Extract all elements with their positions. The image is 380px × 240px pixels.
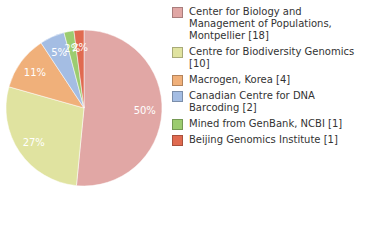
html-text:Canadian Centre for DNA Barcod: Canadian Centre for DNA Barcoding [2] [189, 90, 315, 113]
html-text:Center for Biology and Managem: Center for Biology and Management of Pop… [189, 6, 332, 41]
html-text:Macrogen, Korea [4]: Macrogen, Korea [4] [189, 74, 291, 85]
html-text:Mined from GenBank, NCBI [1]: Mined from GenBank, NCBI [1] [189, 118, 343, 129]
svg-text:2%: 2% [72, 42, 88, 53]
html-text:Centre for Biodiversity Genomi: Centre for Biodiversity Genomics [10] [189, 46, 355, 69]
svg-text:5%: 5% [51, 47, 68, 58]
html-text:Beijing Genomics Institute [1]: Beijing Genomics Institute [1] [189, 134, 338, 145]
svg-text:27%: 27% [23, 137, 45, 148]
svg-text:11%: 11% [24, 67, 46, 78]
svg-text:50%: 50% [134, 105, 156, 116]
